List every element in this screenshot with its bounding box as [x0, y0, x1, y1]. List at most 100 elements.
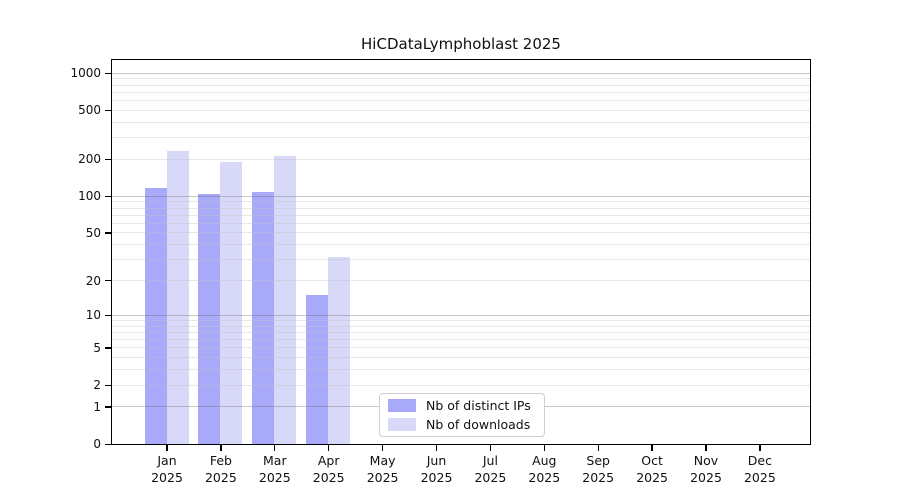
x-axis-tick-label: Oct 2025: [624, 453, 680, 486]
x-tick-year: 2025: [690, 469, 722, 485]
gridline-minor: [111, 84, 810, 86]
legend-label: Nb of downloads: [426, 417, 531, 432]
gridline-minor: [111, 384, 810, 386]
gridline-minor: [111, 201, 810, 203]
x-tick-month: Aug: [532, 453, 557, 468]
y-axis-tick-label: 5: [93, 340, 101, 355]
x-axis-tick-label: Nov 2025: [678, 453, 734, 486]
x-axis-tick-label: Jun 2025: [409, 453, 465, 486]
x-axis-tick-label: Apr 2025: [301, 453, 357, 486]
gridline-minor: [111, 109, 810, 111]
gridline-minor: [111, 222, 810, 224]
bar-downloads: [328, 257, 351, 444]
x-tick-year: 2025: [474, 469, 507, 485]
gridline-minor: [111, 121, 810, 123]
x-tick-year: 2025: [204, 469, 237, 485]
legend-item-distinct-ips: Nb of distinct IPs: [388, 396, 544, 415]
y-axis-tick-mark: [105, 158, 112, 161]
legend-label: Nb of distinct IPs: [426, 398, 531, 413]
gridline-major: [111, 314, 810, 316]
y-axis-tick-mark: [105, 384, 112, 386]
gridline-minor: [111, 331, 810, 333]
x-axis-tick-label: Mar 2025: [247, 453, 303, 486]
x-tick-year: 2025: [258, 469, 291, 485]
x-axis-tick-mark: [435, 445, 438, 451]
gridline-minor: [111, 369, 810, 371]
gridline-minor: [111, 207, 810, 209]
bar-downloads: [220, 161, 243, 444]
x-tick-month: Apr: [317, 453, 340, 468]
x-axis-tick-label: Feb 2025: [193, 453, 249, 486]
bar-downloads: [274, 155, 297, 444]
x-axis-tick-mark: [274, 445, 276, 451]
y-axis-tick-label: 0: [93, 437, 101, 451]
x-axis-tick-label: Sep 2025: [570, 453, 626, 486]
x-axis-tick-label: May 2025: [355, 453, 411, 486]
x-tick-year: 2025: [636, 469, 668, 485]
gridline-minor: [111, 244, 810, 246]
y-axis-tick-label: 1000: [70, 66, 101, 81]
y-axis-tick-label: 500: [78, 103, 101, 118]
gridline-major: [111, 195, 810, 197]
x-tick-year: 2025: [528, 469, 561, 485]
y-axis-tick-mark: [105, 195, 112, 198]
gridline-minor: [111, 214, 810, 216]
x-tick-month: Mar: [263, 453, 287, 468]
gridline-minor: [111, 91, 810, 93]
y-axis-tick-mark: [105, 443, 112, 445]
x-axis-tick-label: Jan 2025: [139, 453, 195, 486]
gridline-minor: [111, 280, 810, 281]
x-axis-tick-mark: [705, 445, 707, 451]
gridline-minor: [111, 78, 810, 80]
x-tick-month: Nov: [693, 453, 719, 468]
x-tick-year: 2025: [312, 469, 345, 485]
x-axis-tick-mark: [597, 445, 599, 451]
gridline-minor: [111, 232, 810, 234]
legend-swatch-downloads-icon: [388, 418, 416, 431]
x-tick-month: Feb: [209, 453, 232, 468]
bar-distinct-ips: [144, 188, 167, 444]
bar-distinct-ips: [306, 294, 329, 444]
x-axis-tick-mark: [651, 445, 653, 451]
y-axis-tick-label: 200: [78, 152, 101, 167]
plot-area: [110, 58, 811, 445]
legend: Nb of distinct IPs Nb of downloads: [379, 393, 545, 437]
gridline-minor: [111, 339, 810, 340]
x-tick-year: 2025: [366, 469, 399, 485]
x-tick-year: 2025: [743, 469, 776, 485]
y-axis-tick-label: 2: [93, 378, 101, 393]
gridline-minor: [111, 259, 810, 261]
bar-distinct-ips: [252, 192, 275, 444]
x-tick-month: Jul: [482, 453, 498, 468]
gridline-minor: [111, 137, 810, 139]
x-axis-tick-label: Aug 2025: [516, 453, 572, 486]
x-tick-month: Jun: [426, 453, 447, 468]
x-axis-tick-label: Dec 2025: [732, 453, 788, 486]
y-axis-tick-label: 20: [85, 273, 101, 288]
x-tick-month: Jan: [157, 453, 177, 468]
x-axis-tick-mark: [381, 445, 384, 451]
y-axis-tick-label: 1: [93, 399, 101, 414]
x-axis-tick-mark: [759, 445, 761, 451]
y-axis-tick-label: 100: [78, 189, 101, 204]
y-axis-tick-mark: [105, 72, 112, 74]
y-axis-tick-mark: [105, 406, 112, 408]
gridline-minor: [111, 158, 810, 160]
legend-item-downloads: Nb of downloads: [388, 415, 544, 434]
y-axis-tick-mark: [105, 280, 112, 282]
x-axis-tick-mark: [220, 445, 222, 451]
x-axis-tick-mark: [328, 445, 330, 451]
gridline-minor: [111, 100, 810, 101]
y-axis-tick-mark: [105, 232, 112, 234]
x-tick-month: Sep: [586, 453, 610, 468]
x-axis-tick-mark: [543, 445, 545, 451]
bar-downloads: [166, 150, 189, 444]
gridline-minor: [111, 347, 810, 349]
y-axis-tick-mark: [105, 314, 112, 317]
gridline-minor: [111, 357, 810, 359]
x-tick-year: 2025: [582, 469, 615, 485]
y-axis-tick-label: 50: [85, 225, 101, 240]
x-axis-tick-label: Jul 2025: [462, 453, 518, 486]
y-axis-tick-label: 10: [85, 308, 101, 323]
